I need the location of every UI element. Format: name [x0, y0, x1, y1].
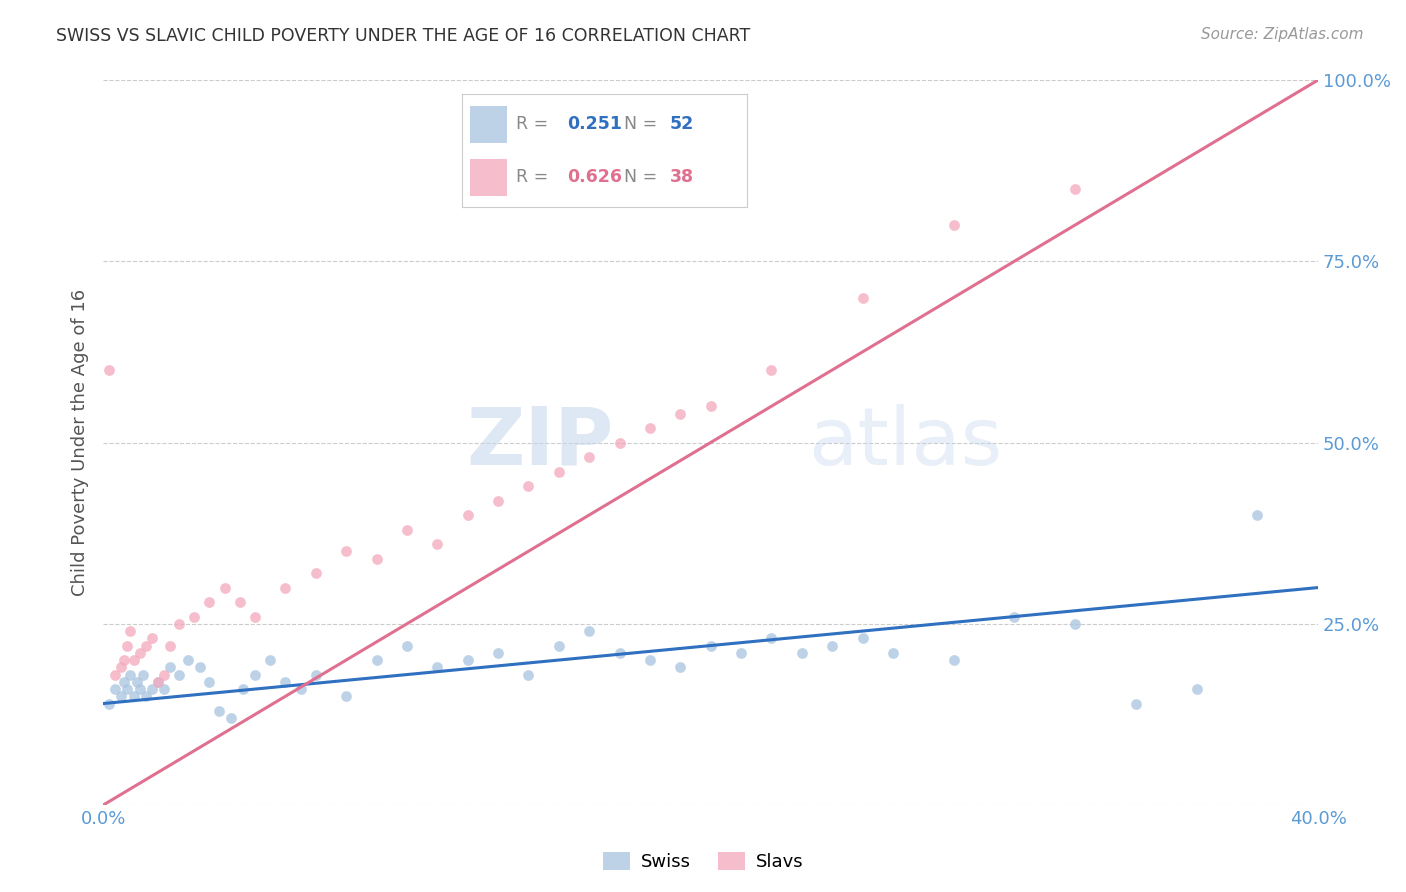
Point — [153, 681, 176, 696]
Point — [198, 595, 221, 609]
Point — [1246, 508, 1268, 522]
Point — [426, 660, 449, 674]
Point — [110, 660, 132, 674]
Point — [219, 711, 242, 725]
Point — [395, 639, 418, 653]
Point — [153, 667, 176, 681]
Point — [517, 667, 540, 681]
Point — [229, 595, 252, 609]
Text: ZIP: ZIP — [467, 403, 613, 482]
Point — [1064, 616, 1087, 631]
Point — [1185, 681, 1208, 696]
Point — [146, 674, 169, 689]
Point — [110, 690, 132, 704]
Point — [821, 639, 844, 653]
Point — [730, 646, 752, 660]
Point — [122, 690, 145, 704]
Point — [125, 674, 148, 689]
Point — [112, 653, 135, 667]
Text: Source: ZipAtlas.com: Source: ZipAtlas.com — [1201, 27, 1364, 42]
Point — [131, 667, 153, 681]
Point — [159, 639, 181, 653]
Point — [120, 667, 142, 681]
Point — [699, 399, 721, 413]
Point — [366, 551, 388, 566]
Point — [395, 523, 418, 537]
Point — [122, 653, 145, 667]
Point — [214, 581, 236, 595]
Point — [882, 646, 904, 660]
Point — [183, 609, 205, 624]
Text: SWISS VS SLAVIC CHILD POVERTY UNDER THE AGE OF 16 CORRELATION CHART: SWISS VS SLAVIC CHILD POVERTY UNDER THE … — [56, 27, 751, 45]
Point — [578, 624, 600, 638]
Point — [426, 537, 449, 551]
Point — [761, 363, 783, 377]
Point — [120, 624, 142, 638]
Point — [98, 697, 121, 711]
Point — [457, 653, 479, 667]
Point — [669, 660, 692, 674]
Point — [128, 646, 150, 660]
Point — [942, 653, 965, 667]
Point — [274, 674, 297, 689]
Point — [290, 681, 312, 696]
Point — [117, 681, 139, 696]
Point — [486, 646, 509, 660]
Point — [274, 581, 297, 595]
Point — [167, 667, 190, 681]
Point — [104, 667, 127, 681]
Point — [366, 653, 388, 667]
Point — [135, 639, 157, 653]
Point — [1064, 182, 1087, 196]
Point — [305, 566, 328, 580]
Point — [942, 218, 965, 232]
Point — [851, 291, 873, 305]
Point — [638, 421, 661, 435]
Point — [486, 493, 509, 508]
Point — [259, 653, 281, 667]
Point — [146, 674, 169, 689]
Point — [141, 632, 163, 646]
Point — [457, 508, 479, 522]
Point — [117, 639, 139, 653]
Point — [243, 667, 266, 681]
Point — [1125, 697, 1147, 711]
Point — [243, 609, 266, 624]
Point — [232, 681, 254, 696]
Point — [167, 616, 190, 631]
Y-axis label: Child Poverty Under the Age of 16: Child Poverty Under the Age of 16 — [72, 289, 89, 596]
Point — [790, 646, 813, 660]
Point — [1002, 609, 1025, 624]
Point — [177, 653, 200, 667]
Point — [669, 407, 692, 421]
Point — [547, 465, 569, 479]
Point — [547, 639, 569, 653]
Point — [112, 674, 135, 689]
Point — [305, 667, 328, 681]
Point — [207, 704, 229, 718]
Point — [98, 363, 121, 377]
Point — [188, 660, 211, 674]
Point — [128, 681, 150, 696]
Legend: Swiss, Slavs: Swiss, Slavs — [596, 845, 810, 879]
Point — [135, 690, 157, 704]
Point — [638, 653, 661, 667]
Point — [517, 479, 540, 493]
Point — [159, 660, 181, 674]
Point — [761, 632, 783, 646]
Point — [609, 646, 631, 660]
Point — [851, 632, 873, 646]
Point — [104, 681, 127, 696]
Point — [609, 435, 631, 450]
Point — [335, 690, 357, 704]
Text: atlas: atlas — [808, 403, 1002, 482]
Point — [578, 450, 600, 464]
Point — [141, 681, 163, 696]
Point — [198, 674, 221, 689]
Point — [335, 544, 357, 558]
Point — [699, 639, 721, 653]
